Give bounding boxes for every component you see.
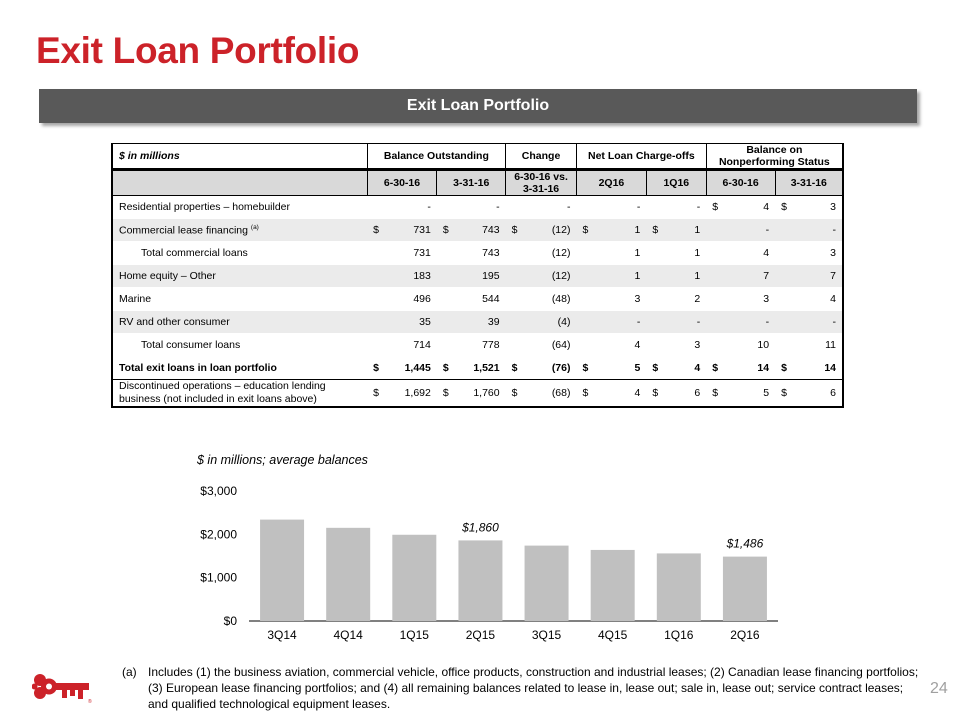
x-tick-label: 1Q16: [664, 628, 694, 642]
bar-2Q15: [458, 540, 502, 621]
bar-4Q15: [591, 550, 635, 621]
x-tick-label: 4Q14: [334, 628, 364, 642]
bar-4Q14: [326, 528, 370, 621]
footnote-text: Includes (1) the business aviation, comm…: [148, 664, 922, 712]
data-label: $1,486: [726, 537, 764, 551]
x-tick-label: 4Q15: [598, 628, 628, 642]
bar-1Q15: [392, 535, 436, 621]
bar-3Q15: [525, 546, 569, 621]
y-tick-label: $0: [224, 614, 238, 628]
data-label: $1,860: [461, 520, 499, 534]
x-tick-label: 2Q16: [730, 628, 760, 642]
bar-3Q14: [260, 520, 304, 621]
y-tick-label: $1,000: [200, 571, 237, 585]
y-tick-label: $3,000: [200, 484, 237, 498]
bar-1Q16: [657, 553, 701, 621]
svg-text:®: ®: [88, 698, 92, 705]
x-tick-label: 3Q15: [532, 628, 562, 642]
key-logo-icon: ®: [32, 671, 94, 705]
average-balance-chart: $0 $1,000 $2,000 $3,000 3Q14 4Q14 1Q15 2Q15 $1,8…: [0, 0, 960, 720]
x-tick-label: 3Q14: [267, 628, 297, 642]
x-tick-label: 2Q15: [466, 628, 496, 642]
footnote: (a) Includes (1) the business aviation, …: [122, 664, 922, 712]
x-tick-label: 1Q15: [400, 628, 430, 642]
footnote-marker: (a): [122, 664, 148, 712]
page-number: 24: [930, 680, 948, 698]
bar-2Q16: [723, 557, 767, 621]
y-tick-label: $2,000: [200, 527, 237, 541]
